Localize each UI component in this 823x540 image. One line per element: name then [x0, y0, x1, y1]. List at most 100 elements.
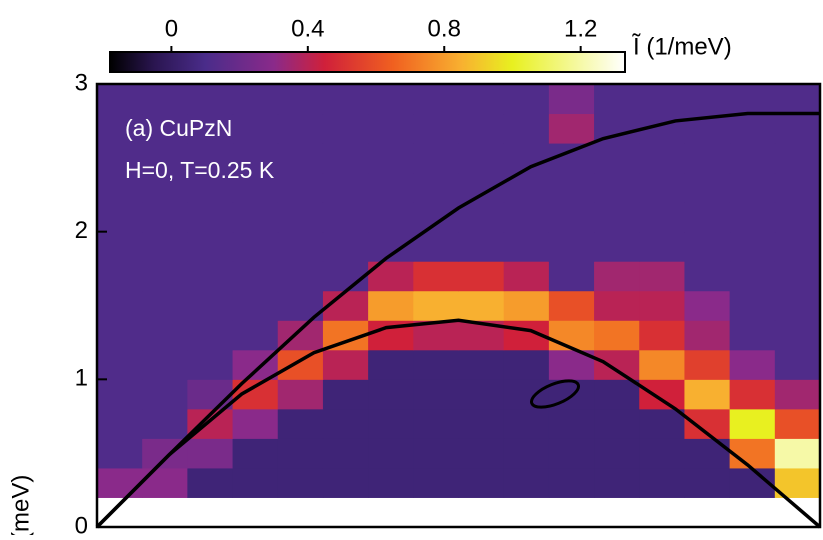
heatmap-cell: [639, 438, 685, 469]
heatmap-cell: [774, 349, 821, 380]
heatmap-cell: [639, 290, 685, 321]
heatmap-cell: [142, 467, 188, 498]
heatmap-cell: [774, 231, 821, 262]
heatmap-cell: [548, 172, 595, 203]
colorbar-tick-label: 0: [165, 15, 178, 42]
heatmap-cell: [503, 349, 550, 380]
heatmap-cell: [97, 231, 143, 262]
heatmap-cell: [729, 290, 776, 321]
heatmap-cell: [232, 467, 279, 498]
heatmap-cell: [729, 408, 776, 439]
heatmap-cell: [187, 261, 234, 292]
heatmap-cell: [413, 143, 459, 174]
heatmap-cell: [729, 320, 776, 351]
heatmap-cell: [277, 261, 324, 292]
heatmap-cell: [97, 320, 143, 351]
heatmap-cell: [413, 261, 459, 292]
y-tick-label: 1: [75, 365, 88, 392]
y-tick-label: 2: [75, 217, 88, 244]
heatmap-cell: [413, 84, 459, 115]
heatmap-cell: [187, 349, 234, 380]
heatmap-cell: [548, 290, 595, 321]
heatmap-cell: [413, 202, 459, 233]
heatmap-cell: [413, 290, 459, 321]
heatmap-cell: [277, 438, 324, 469]
heatmap-cell: [594, 349, 640, 380]
curve: [95, 318, 822, 529]
heatmap-cell: [774, 84, 821, 115]
heatmap-cell: [97, 379, 143, 410]
heatmap-cell: [503, 467, 550, 498]
heatmap-cell: [548, 320, 595, 351]
heatmap-cell: [639, 379, 685, 410]
heatmap-cell: [187, 143, 234, 174]
heatmap-cell: [97, 467, 143, 498]
heatmap-cell: [548, 113, 595, 144]
heatmap-cell: [97, 438, 143, 469]
heatmap-cell: [548, 84, 595, 115]
heatmap-cell: [187, 113, 234, 144]
heatmap-cell: [277, 202, 324, 233]
heatmap-cell: [729, 379, 776, 410]
heatmap-cell: [503, 408, 550, 439]
heatmap-cell: [548, 467, 595, 498]
heatmap-cell: [277, 84, 324, 115]
heatmap-cell: [594, 231, 640, 262]
heatmap-cell: [322, 172, 369, 203]
heatmap-cell: [639, 408, 685, 439]
heatmap-cell: [413, 349, 459, 380]
heatmap-cell: [594, 438, 640, 469]
heatmap-cell: [729, 113, 776, 144]
heatmap-cell: [142, 261, 188, 292]
heatmap-cell: [142, 379, 188, 410]
heatmap-cell: [639, 467, 685, 498]
heatmap-cell: [232, 143, 279, 174]
y-tick-label: 0: [75, 512, 88, 535]
heatmap-cell: [322, 467, 369, 498]
heatmap-cell: [503, 261, 550, 292]
heatmap-cell: [97, 290, 143, 321]
heatmap-cell: [729, 84, 776, 115]
heatmap-cell: [458, 202, 505, 233]
heatmap-cell: [97, 143, 143, 174]
plot-frame: [95, 82, 822, 529]
heatmap-cell: [684, 143, 731, 174]
heatmap-cell: [729, 202, 776, 233]
heatmap-cell: [594, 172, 640, 203]
heatmap-cell: [368, 379, 414, 410]
curve: [95, 111, 820, 529]
heatmap-cell: [548, 408, 595, 439]
heatmap-cell: [97, 113, 143, 144]
heatmap-cell: [458, 349, 505, 380]
heatmap-cell: [639, 231, 685, 262]
colorbar-tick-label: 0.8: [428, 15, 461, 42]
heatmap-cell: [322, 438, 369, 469]
heatmap-cell: [413, 113, 459, 144]
heatmap-cell: [413, 438, 459, 469]
heatmap-cell: [232, 84, 279, 115]
heatmap-cell: [458, 290, 505, 321]
heatmap-cell: [142, 231, 188, 262]
heatmap-cell: [774, 113, 821, 144]
heatmap-cell: [684, 202, 731, 233]
heatmap-cell: [97, 84, 143, 115]
heatmap-cell: [503, 290, 550, 321]
heatmap-cell: [639, 202, 685, 233]
heatmap-cell: [232, 408, 279, 439]
heatmap-cell: [774, 143, 821, 174]
heatmap-cell: [142, 202, 188, 233]
heatmap-cell: [277, 349, 324, 380]
heatmap-cell: [594, 467, 640, 498]
heatmap-cell: [458, 261, 505, 292]
heatmap-cell: [142, 172, 188, 203]
heatmap-cell: [97, 261, 143, 292]
heatmap-cell: [187, 438, 234, 469]
heatmap-cell: [187, 231, 234, 262]
heatmap-cell: [684, 467, 731, 498]
heatmap-cell: [142, 113, 188, 144]
heatmap-cell: [187, 467, 234, 498]
heatmap-cell: [458, 379, 505, 410]
heatmap-cell: [142, 84, 188, 115]
colorbar-label: Ĩ (1/meV): [632, 33, 732, 60]
heatmap-cell: [277, 408, 324, 439]
